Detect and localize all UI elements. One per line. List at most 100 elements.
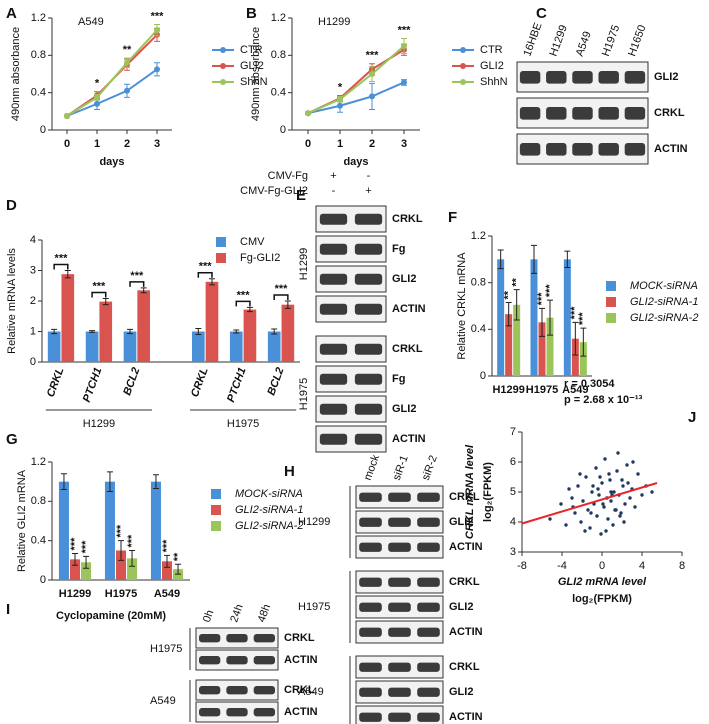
row-label: CRKL (654, 107, 685, 119)
band (519, 71, 541, 84)
x-tick-label: CRKL (189, 366, 211, 399)
x-axis-title: days (343, 156, 368, 168)
group-label: H1299 (298, 516, 330, 528)
point (620, 478, 624, 482)
point (601, 502, 605, 506)
y-tick-label: 1.2 (31, 12, 46, 24)
significance: *** (536, 292, 548, 306)
bracket (273, 294, 289, 300)
x-tick-label: 3 (401, 138, 407, 150)
band (319, 243, 348, 255)
error-bar (497, 249, 504, 270)
point (559, 502, 563, 506)
bar (571, 338, 579, 376)
point (609, 490, 613, 494)
point (581, 499, 585, 503)
band (359, 627, 382, 637)
point (579, 520, 583, 524)
band (354, 403, 383, 415)
group-label: H1299 (298, 248, 310, 280)
band (359, 712, 382, 722)
bar (229, 331, 243, 362)
significance: *** (130, 270, 144, 282)
point (590, 490, 594, 494)
x-tick-label: H1299 (59, 588, 91, 600)
bar (205, 281, 219, 362)
bar (505, 314, 513, 376)
bar (513, 304, 521, 376)
band (319, 273, 348, 285)
band (417, 662, 440, 672)
panel-letter: F (448, 209, 457, 226)
band (319, 433, 348, 445)
bracket (235, 300, 251, 307)
legend-swatch (606, 313, 616, 323)
error-bar (271, 328, 278, 335)
error-bar (531, 244, 537, 274)
y-tick-label: 4 (30, 234, 36, 246)
error-bar (106, 471, 113, 492)
legend-label: CTR (480, 44, 503, 56)
error-bar (233, 329, 240, 334)
bar (497, 259, 505, 376)
point (124, 59, 130, 66)
band (388, 492, 411, 502)
y-tick-label: 0.4 (31, 87, 46, 99)
band (388, 602, 411, 612)
row-label: Fg (392, 243, 405, 255)
point (615, 469, 619, 473)
point (337, 102, 343, 109)
legend-label: GLI2-siRNA-2 (235, 520, 303, 532)
band (354, 243, 383, 255)
error-bar (246, 306, 253, 313)
band (388, 712, 411, 722)
condition-label: CMV-Fg-GLI2 (240, 185, 308, 197)
band (253, 634, 275, 643)
band (359, 687, 382, 697)
bar (546, 317, 554, 376)
band (354, 303, 383, 315)
bracket (197, 271, 213, 278)
row-label: ACTIN (284, 706, 318, 718)
band (388, 627, 411, 637)
panel-letter: D (6, 197, 17, 214)
legend-swatch (211, 521, 221, 531)
legend-swatch (211, 505, 221, 515)
band (598, 107, 619, 120)
bar (61, 274, 75, 362)
point (628, 496, 632, 500)
series-line (307, 81, 405, 115)
row-label: CRKL (392, 213, 423, 225)
band (199, 686, 221, 695)
series-line (66, 29, 158, 117)
point (650, 490, 654, 494)
x-tick-label: BCL2 (121, 366, 142, 397)
series-line (66, 68, 158, 117)
lane-label: mock (362, 453, 382, 482)
point (591, 484, 595, 488)
x-tick-label: A549 (154, 588, 180, 600)
legend-label: Fg-GLI2 (240, 252, 280, 264)
point (611, 523, 615, 527)
significance: ** (172, 552, 184, 561)
band (519, 143, 541, 156)
error-bar (580, 327, 587, 357)
x-tick-label: CRKL (45, 366, 67, 399)
row-label: CRKL (449, 576, 480, 588)
group-label: H1975 (298, 378, 310, 410)
x-tick-label: 2 (369, 138, 375, 150)
lane-label: H1299 (548, 23, 570, 58)
point (618, 514, 622, 518)
point (631, 460, 635, 464)
point (636, 472, 640, 476)
band (319, 303, 348, 315)
error-bar (195, 327, 202, 336)
row-label: GLI2 (654, 71, 678, 83)
significance: ** (503, 290, 515, 299)
point (640, 493, 644, 497)
error-bar (89, 330, 96, 333)
point (564, 523, 568, 527)
bracket (129, 281, 145, 287)
band (598, 143, 619, 156)
band (359, 517, 382, 527)
